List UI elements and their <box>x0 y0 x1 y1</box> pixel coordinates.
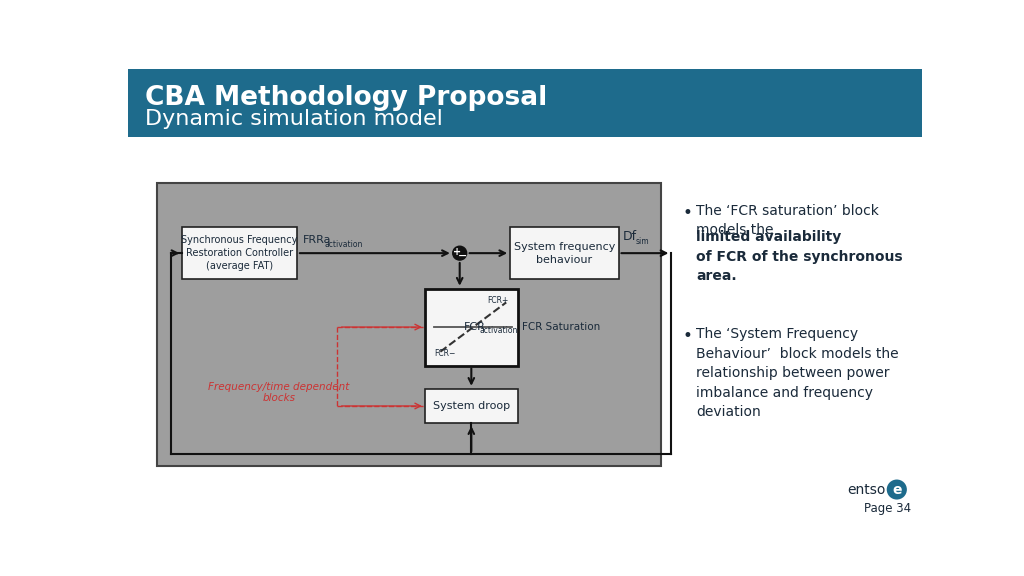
Bar <box>425 389 518 423</box>
Text: FCR−: FCR− <box>434 349 456 358</box>
Text: System droop: System droop <box>433 401 510 411</box>
Text: •: • <box>682 327 692 345</box>
Circle shape <box>453 246 467 260</box>
Text: activation: activation <box>480 327 518 335</box>
Text: Df: Df <box>623 230 637 243</box>
Text: Page 34: Page 34 <box>864 502 911 515</box>
Bar <box>158 183 662 467</box>
Text: Frequency/time dependent
blocks: Frequency/time dependent blocks <box>209 382 350 403</box>
Text: sim: sim <box>636 237 649 246</box>
Text: FCR+: FCR+ <box>486 296 508 305</box>
Text: Synchronous Frequency
Restoration Controller
(average FAT): Synchronous Frequency Restoration Contro… <box>181 235 298 271</box>
Circle shape <box>887 480 907 499</box>
Text: The ‘FCR saturation’ block
models the: The ‘FCR saturation’ block models the <box>696 204 879 237</box>
Text: limited availability
of FCR of the synchronous
area.: limited availability of FCR of the synch… <box>696 230 903 283</box>
Bar <box>182 227 297 279</box>
Text: FCR Saturation: FCR Saturation <box>522 322 601 332</box>
Text: •: • <box>682 204 692 222</box>
Text: CBA Methodology Proposal: CBA Methodology Proposal <box>145 85 547 111</box>
Text: FCR: FCR <box>464 322 486 332</box>
Bar <box>128 69 922 137</box>
Text: e: e <box>892 483 901 497</box>
Text: +: + <box>454 247 462 257</box>
Bar <box>425 289 518 366</box>
Text: entso: entso <box>847 483 885 497</box>
Text: Dynamic simulation model: Dynamic simulation model <box>145 109 443 129</box>
Text: System frequency
behaviour: System frequency behaviour <box>514 241 615 265</box>
Text: FRRa: FRRa <box>303 236 332 245</box>
Text: The ‘System Frequency
Behaviour’  block models the
relationship between power
im: The ‘System Frequency Behaviour’ block m… <box>696 327 899 419</box>
Text: −: − <box>458 251 468 260</box>
Bar <box>510 227 618 279</box>
Text: activation: activation <box>325 240 364 248</box>
